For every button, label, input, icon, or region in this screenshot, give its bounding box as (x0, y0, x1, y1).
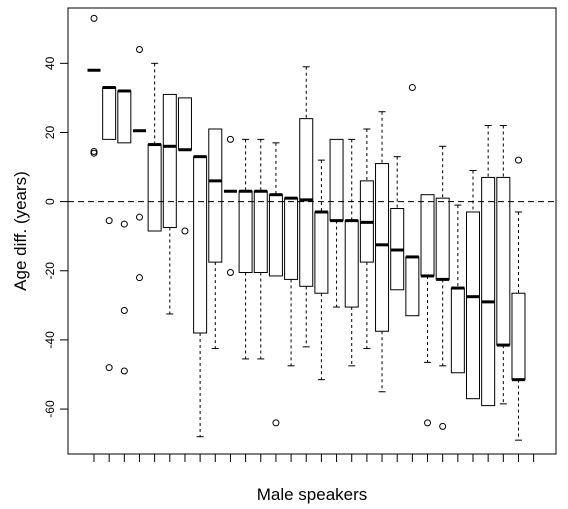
box-15 (299, 66, 314, 348)
y-axis-label: Age diff. (years) (11, 171, 30, 291)
outlier-point (105, 217, 113, 225)
boxes (87, 14, 526, 441)
outlier-point (226, 268, 234, 276)
box-5 (147, 62, 162, 232)
box-26 (466, 169, 480, 400)
box-body (450, 287, 465, 374)
box-9 (208, 128, 223, 350)
box-19 (359, 128, 374, 350)
box-11 (238, 138, 253, 360)
box-body (208, 128, 223, 263)
box-body (511, 292, 526, 381)
box-4 (132, 45, 146, 282)
box-14 (284, 196, 299, 367)
box-17 (329, 138, 344, 308)
box-25 (450, 204, 465, 374)
outlier-point (272, 419, 280, 427)
box-body (284, 197, 299, 280)
box-13 (268, 142, 283, 427)
box-8 (193, 155, 208, 438)
box-body (481, 176, 496, 407)
y-axis: -60 -40 -20 0 20 40 (43, 56, 68, 418)
box-27 (481, 125, 496, 407)
box-body (496, 176, 511, 346)
box-body (435, 197, 450, 280)
outlier-point (90, 149, 98, 157)
box-24 (435, 145, 450, 430)
outlier-point (90, 14, 98, 22)
y-tick-label: -20 (43, 262, 57, 280)
x-axis-label: Male speakers (257, 485, 368, 504)
y-tick-label: -40 (43, 331, 57, 349)
outlier-point (120, 307, 128, 315)
outlier-point (135, 274, 143, 282)
y-tick-label: -60 (43, 400, 57, 418)
box-body (177, 97, 192, 151)
y-tick-label: 40 (43, 56, 57, 70)
box-21 (390, 156, 405, 291)
box-body (102, 87, 117, 140)
box-20 (375, 111, 390, 393)
box-body (466, 211, 480, 400)
box-3 (117, 89, 132, 375)
box-body (238, 190, 253, 273)
box-7 (177, 97, 192, 235)
outlier-point (408, 84, 416, 92)
x-axis (93, 454, 535, 462)
box-2 (102, 86, 117, 372)
box-body (147, 144, 162, 232)
box-body (375, 163, 390, 332)
box-body (162, 93, 177, 229)
outlier-point (424, 419, 432, 427)
outlier-point (135, 45, 143, 53)
plot-frame (67, 7, 557, 455)
box-12 (253, 138, 268, 360)
box-body (117, 90, 132, 144)
box-1 (87, 14, 101, 157)
box-29 (511, 156, 526, 441)
box-16 (314, 159, 329, 381)
outlier-point (120, 220, 128, 228)
box-18 (344, 138, 359, 367)
outlier-point (181, 227, 189, 235)
box-body (299, 118, 314, 287)
box-body (329, 138, 344, 222)
box-body (253, 190, 268, 273)
outlier-point (439, 422, 447, 430)
y-tick-label: 20 (43, 125, 57, 139)
box-body (420, 194, 435, 277)
outlier-point (135, 213, 143, 221)
outlier-point (514, 156, 522, 164)
outlier-point (120, 367, 128, 375)
box-body (344, 220, 359, 308)
box-10 (223, 135, 237, 276)
box-body (193, 156, 208, 334)
y-tick-label: 0 (43, 198, 57, 205)
box-22 (405, 84, 420, 317)
box-body (314, 211, 329, 294)
box-body (268, 194, 283, 277)
box-28 (496, 125, 511, 405)
box-body (405, 256, 420, 317)
box-6 (162, 93, 177, 315)
outlier-point (226, 135, 234, 143)
box-23 (420, 194, 435, 427)
outlier-point (105, 364, 113, 372)
